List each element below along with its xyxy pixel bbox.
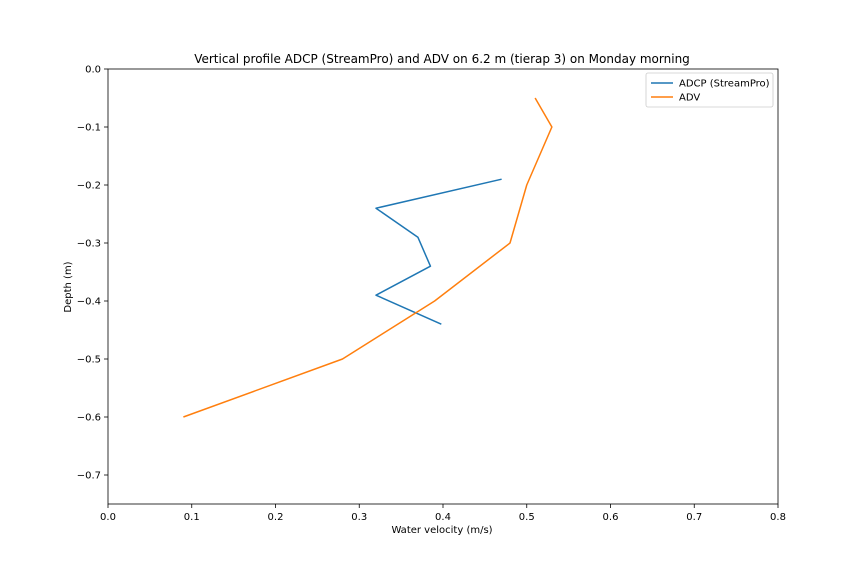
x-tick-label: 0.6: [603, 512, 619, 523]
x-tick-label: 0.0: [100, 512, 116, 523]
y-axis-label: Depth (m): [63, 261, 74, 312]
x-tick-label: 0.4: [435, 512, 451, 523]
legend-label: ADCP (StreamPro): [679, 79, 770, 90]
y-tick-label: −0.4: [77, 297, 101, 308]
y-tick-label: −0.1: [77, 123, 101, 134]
x-tick-label: 0.8: [770, 512, 786, 523]
x-tick-label: 0.2: [268, 512, 284, 523]
series-line-adv: [183, 97, 553, 418]
y-tick-label: −0.3: [77, 239, 101, 250]
x-axis: 0.0 0.1 0.2 0.3 0.4 0.5 0.6 0.7 0.8: [100, 504, 786, 523]
y-tick-label: −0.5: [77, 355, 101, 366]
legend-box: [645, 72, 774, 108]
legend: ADCP (StreamPro) ADV: [645, 72, 774, 108]
x-tick-label: 0.1: [184, 512, 200, 523]
y-tick-label: 0.0: [85, 65, 101, 76]
legend-label: ADV: [679, 93, 700, 104]
y-axis: 0.0 −0.1 −0.2 −0.3 −0.4 −0.5 −0.6 −0.7: [77, 65, 108, 482]
x-tick-label: 0.7: [686, 512, 702, 523]
x-axis-label: Water velocity (m/s): [391, 525, 492, 536]
y-tick-label: −0.7: [77, 471, 101, 482]
series-layer: [183, 97, 553, 418]
chart-title: Vertical profile ADCP (StreamPro) and AD…: [194, 52, 690, 66]
x-tick-label: 0.5: [519, 512, 535, 523]
series-line-adcp: [375, 178, 502, 325]
y-tick-label: −0.2: [77, 181, 101, 192]
x-tick-label: 0.3: [351, 512, 367, 523]
y-tick-label: −0.6: [77, 413, 101, 424]
